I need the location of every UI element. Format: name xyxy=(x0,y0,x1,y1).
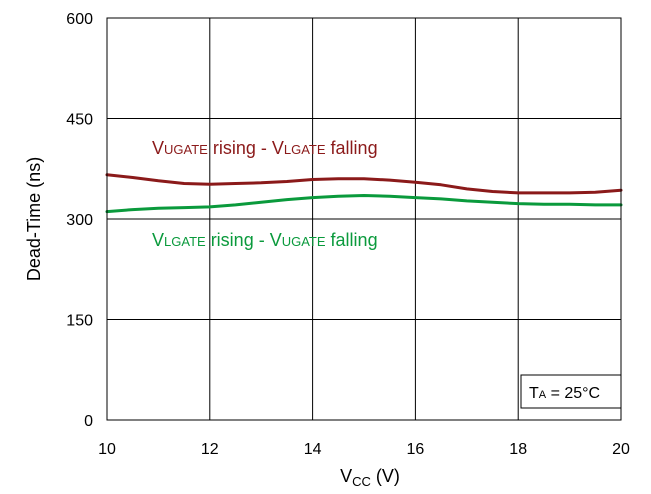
series-line-1 xyxy=(105,194,623,214)
series-label-ugate-p1: V xyxy=(152,138,164,158)
x-tick-label-2: 14 xyxy=(304,441,322,458)
series-label-ugate-s1: UGATE xyxy=(164,142,208,157)
y-tick-label-0: 0 xyxy=(84,413,93,430)
series-layer xyxy=(105,173,623,214)
annotation-rest: = 25°C xyxy=(546,385,600,402)
x-axis-label: VCC (V) xyxy=(340,466,400,489)
y-tick-label-1: 150 xyxy=(66,313,93,330)
temperature-annotation: TA = 25°C xyxy=(529,385,600,402)
x-tick-label-3: 16 xyxy=(407,441,425,458)
x-axis-label-main: V xyxy=(340,466,352,486)
x-tick-label-0: 10 xyxy=(98,441,116,458)
series-label-lgate-p2: rising - V xyxy=(206,230,282,250)
series-label-lgate-s2: UGATE xyxy=(282,234,326,249)
tick-labels: 10 12 14 16 18 20 0 150 300 450 600 xyxy=(66,11,630,458)
annotation-box xyxy=(520,374,622,409)
x-tick-label-1: 12 xyxy=(201,441,219,458)
y-tick-label-4: 600 xyxy=(66,11,93,28)
x-tick-label-5: 20 xyxy=(612,441,630,458)
plot-frame xyxy=(106,17,622,421)
series-label-ugate-s2: LGATE xyxy=(284,142,326,157)
grid-lines xyxy=(106,17,622,421)
series-label-lgate-s1: LGATE xyxy=(164,234,206,249)
series-label-ugate-p3: falling xyxy=(326,138,378,158)
series-label-lgate-p3: falling xyxy=(326,230,378,250)
series-line-0 xyxy=(105,173,623,195)
y-tick-label-2: 300 xyxy=(66,212,93,229)
series-label-ugate-p2: rising - V xyxy=(208,138,284,158)
series-label-ugate-rising: VUGATE rising - VLGATE falling xyxy=(152,138,378,158)
y-axis-label: Dead-Time (ns) xyxy=(24,157,44,281)
annotation-t: T xyxy=(529,385,539,402)
y-tick-label-3: 450 xyxy=(66,112,93,129)
x-axis-label-unit: (V) xyxy=(371,466,400,486)
annotation-sub: A xyxy=(539,389,547,401)
series-label-lgate-p1: V xyxy=(152,230,164,250)
x-axis-label-sub: CC xyxy=(352,474,371,489)
series-label-lgate-rising: VLGATE rising - VUGATE falling xyxy=(152,230,378,250)
x-tick-label-4: 18 xyxy=(509,441,527,458)
